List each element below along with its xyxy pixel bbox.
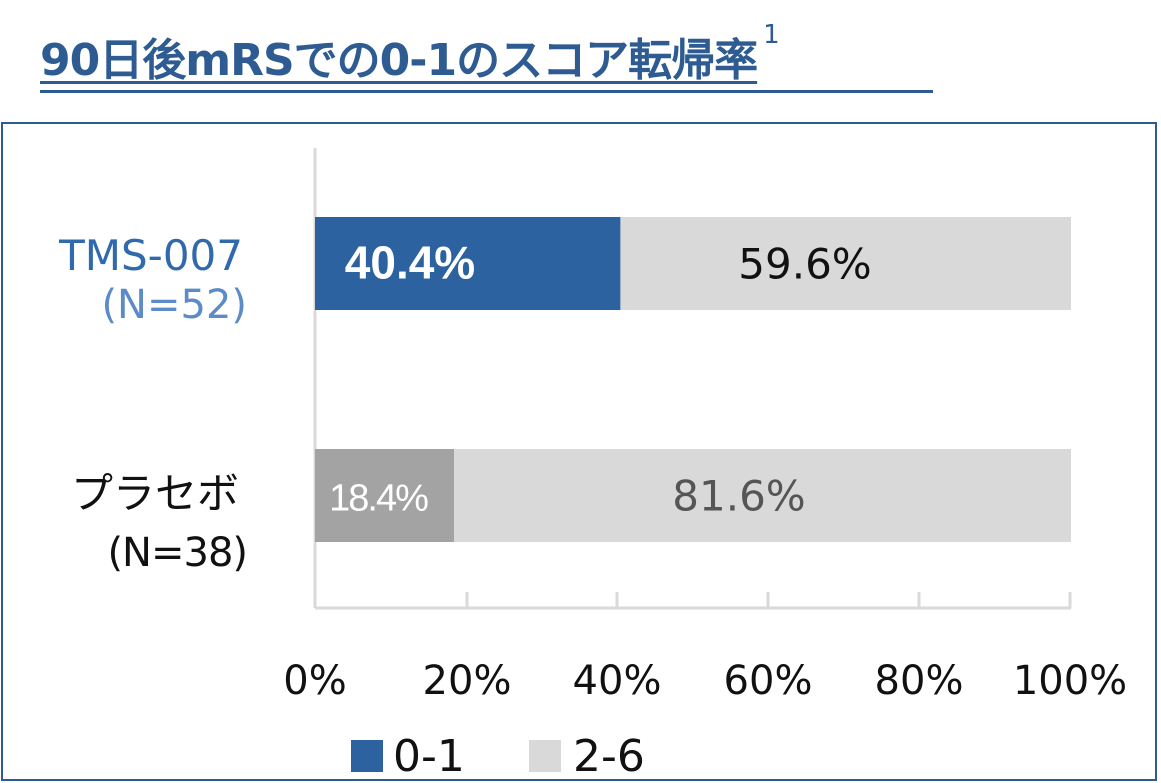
legend-label-0-1: 0-1	[393, 731, 465, 779]
data-label-2-6-1: 59.6%	[738, 240, 871, 289]
category-label-placebo: プラセボ	[71, 469, 239, 518]
category-label-tms-007: TMS-007	[58, 231, 243, 280]
chart-frame: 0% 20% 40% 60% 80% 100% 40.4% 59.6% 18.4% 81.6% TM…	[1, 122, 1157, 781]
bar-segment-0-1-1	[315, 217, 621, 310]
title-underline-box: 90日後mRSでの0-1のスコア転帰率 1	[40, 20, 933, 93]
data-label-2-6-2: 81.6%	[672, 472, 805, 521]
bar-segment-0-1-2	[315, 449, 455, 542]
chart-title: 90日後mRSでの0-1のスコア転帰率 1	[40, 20, 780, 88]
footnote-marker: 1	[763, 20, 780, 50]
x-tick-label-100pct: 100%	[1013, 658, 1127, 704]
x-tick-label-0pct: 0%	[283, 658, 346, 704]
category-n-tms-007: (N=52)	[101, 282, 247, 328]
chart-title-text: 90日後mRSでの0-1のスコア転帰率	[40, 35, 758, 86]
x-tick-label-40pct: 40%	[573, 658, 662, 704]
bar-segment-2-6-1	[620, 217, 1071, 310]
legend-swatch-2-6	[529, 740, 561, 772]
x-tick-label-20pct: 20%	[423, 658, 512, 704]
data-label-0-1-1: 40.4%	[345, 237, 475, 289]
category-n-placebo: (N=38)	[107, 530, 247, 576]
stacked-bar-chart: 0% 20% 40% 60% 80% 100% 40.4% 59.6% 18.4% 81.6% TM…	[58, 148, 1127, 779]
bar-segment-2-6-2	[454, 449, 1071, 542]
legend-swatch-0-1	[351, 740, 383, 772]
x-tick-label-60pct: 60%	[724, 658, 813, 704]
x-tick-label-80pct: 80%	[875, 658, 964, 704]
legend-label-2-6: 2-6	[573, 731, 645, 779]
data-label-0-1-2: 18.4%	[329, 478, 428, 520]
